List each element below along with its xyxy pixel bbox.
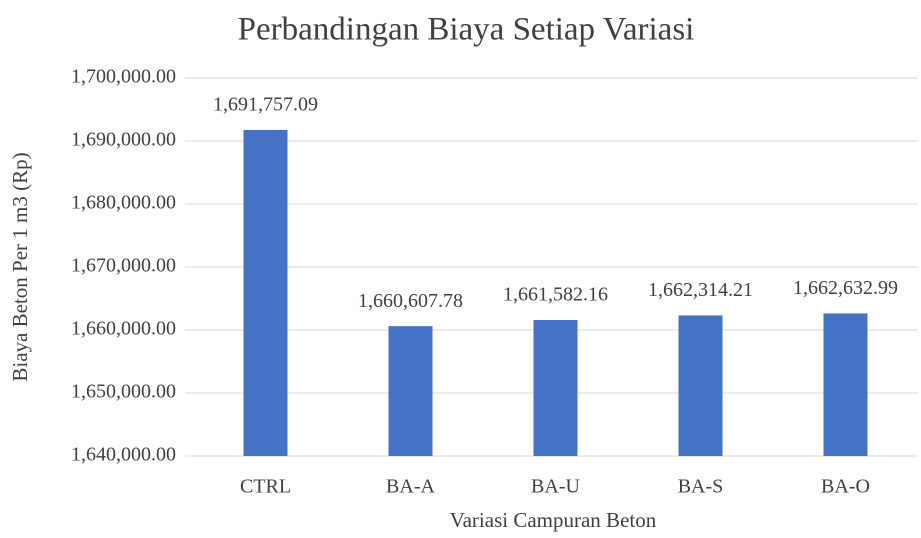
value-label: 1,660,607.78 [358,290,463,312]
value-label: 1,661,582.16 [503,284,608,306]
y-tick-label: 1,700,000.00 [71,66,176,88]
y-tick-label: 1,670,000.00 [71,255,176,277]
y-tick-label: 1,690,000.00 [71,129,176,151]
bar [533,320,578,456]
bar [243,129,288,456]
y-tick-label: 1,650,000.00 [71,381,176,403]
y-tick-label: 1,680,000.00 [71,192,176,214]
y-tick-label: 1,660,000.00 [71,318,176,340]
x-tick-label: CTRL [240,476,291,498]
bar [388,326,433,456]
x-tick-label: BA-S [678,476,724,498]
chart-title: Perbandingan Biaya Setiap Variasi [238,12,695,48]
x-tick-label: BA-O [821,476,870,498]
y-tick-label: 1,640,000.00 [71,444,176,466]
value-label: 1,662,632.99 [793,277,898,299]
bar [678,315,723,456]
value-label: 1,691,757.09 [213,94,318,116]
x-axis-title: Variasi Campuran Beton [450,508,657,532]
value-label: 1,662,314.21 [648,279,753,301]
x-tick-label: BA-A [386,476,435,498]
x-tick-label: BA-U [531,476,580,498]
y-axis-title: Biaya Beton Per 1 m3 (Rp) [8,152,32,381]
bar [823,313,868,456]
